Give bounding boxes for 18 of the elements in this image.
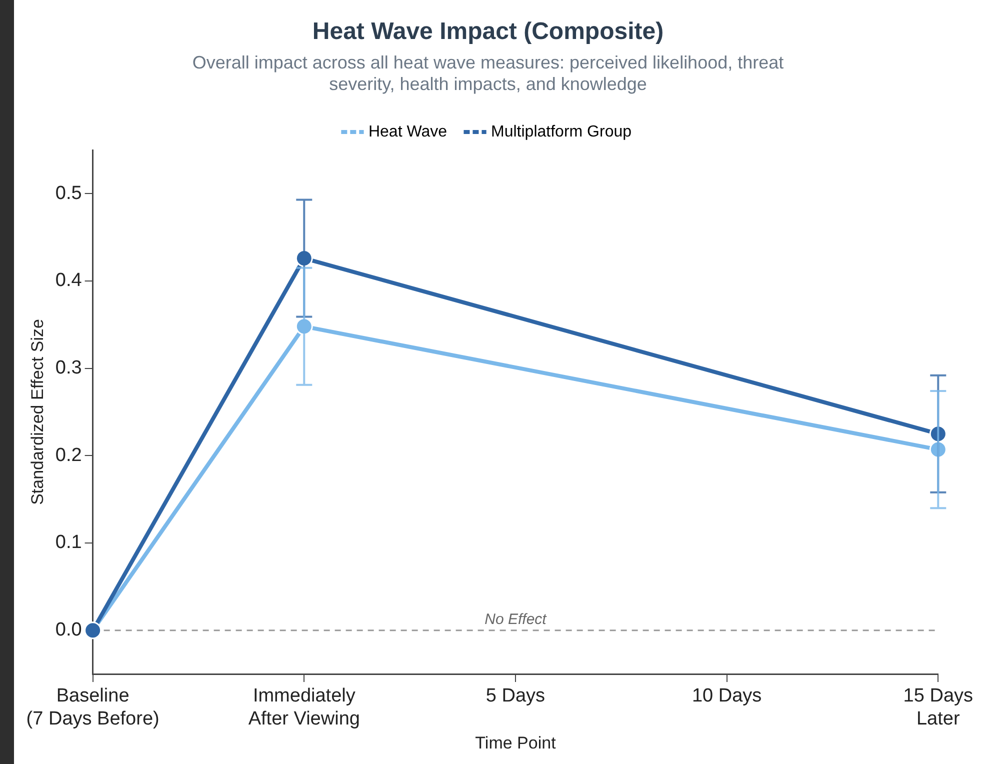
x-tick-label: Immediately After Viewing <box>248 686 360 730</box>
legend-label: Multiplatform Group <box>491 123 632 140</box>
x-axis-title: Time Point <box>475 733 556 752</box>
x-tick-label: Baseline (7 Days Before) <box>26 686 160 730</box>
chart-title: Heat Wave Impact (Composite) <box>312 18 664 46</box>
y-tick-label: 0.5 <box>55 182 82 204</box>
y-tick-label: 0.0 <box>55 620 82 641</box>
y-tick-label: 0.2 <box>55 444 82 466</box>
x-tick-label: 10 Days <box>692 686 762 707</box>
y-tick-label: 0.4 <box>55 270 82 292</box>
x-tick-label: 5 Days <box>486 686 546 707</box>
y-tick-label: 0.1 <box>55 532 82 554</box>
x-tick-label: 15 Days Later <box>903 686 973 730</box>
y-tick-label: 0.3 <box>55 358 82 379</box>
chart-subtitle: Overall impact across all heat wave measures: perceived likelihood, threat severity, health impacts, and knowledge <box>192 52 784 94</box>
ref-line-label: No Effect <box>484 611 548 628</box>
legend-label: Heat Wave <box>368 123 448 140</box>
y-axis-title: Standardized Effect Size <box>28 319 47 505</box>
